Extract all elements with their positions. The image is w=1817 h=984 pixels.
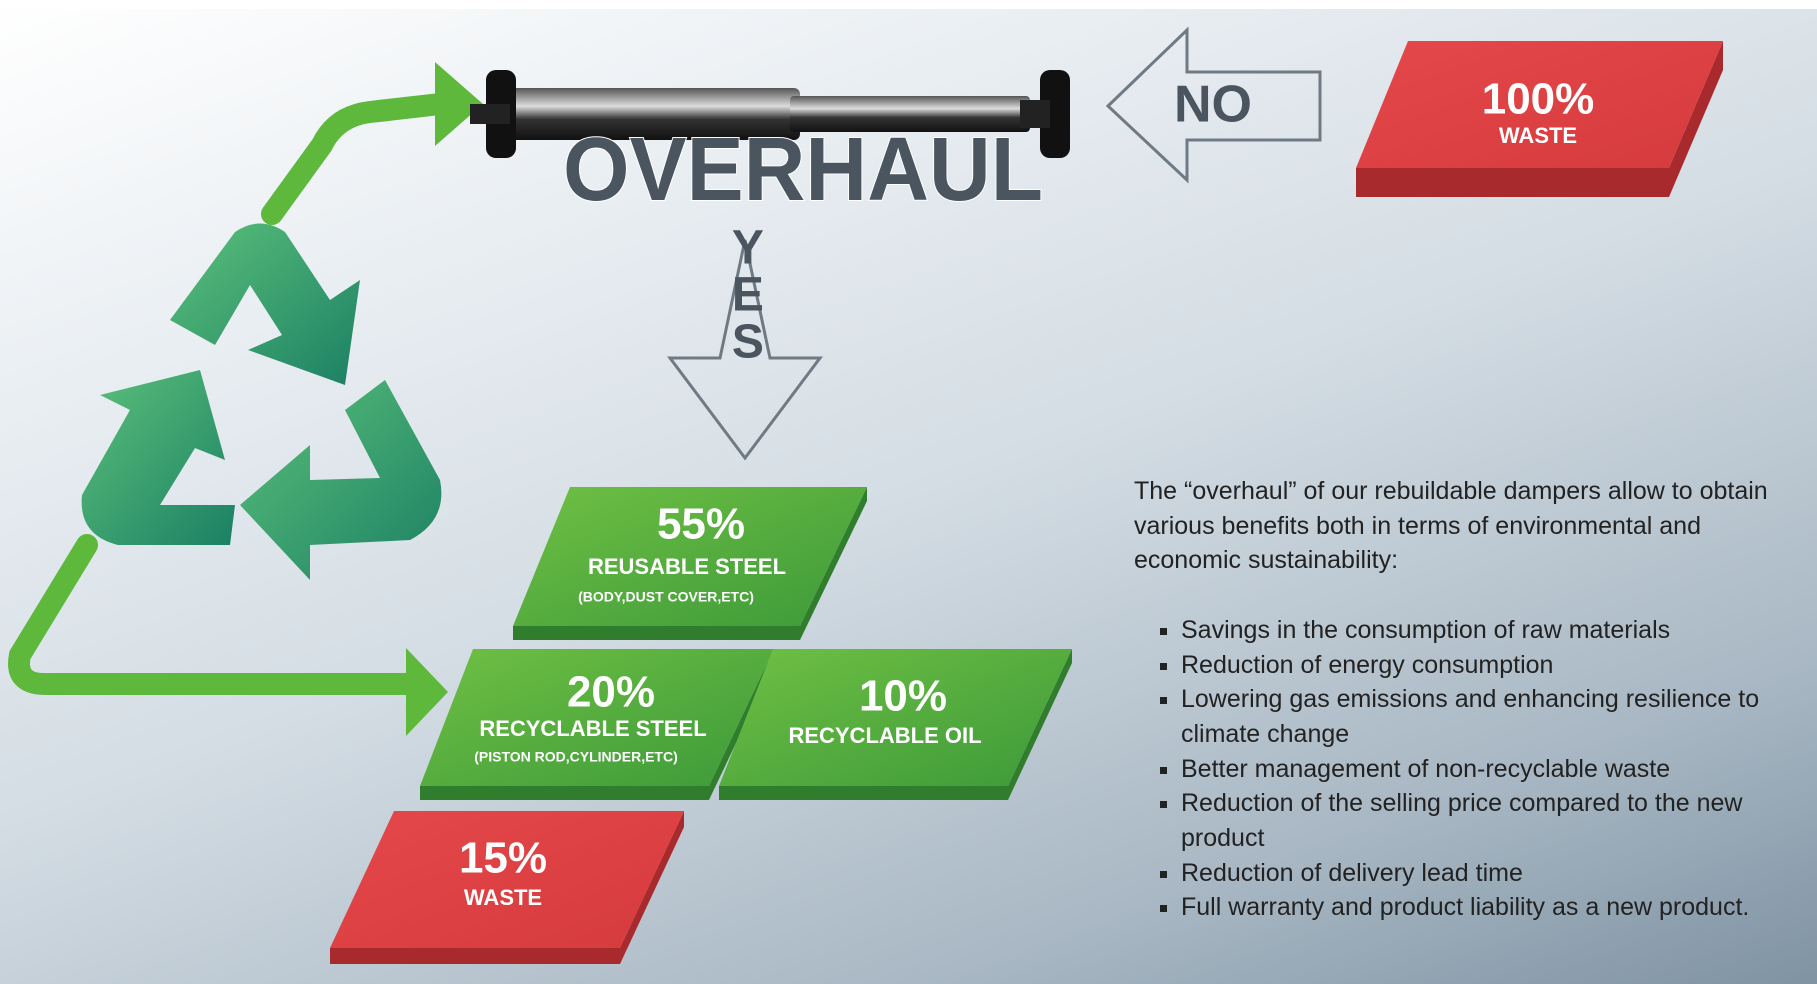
slab [420,786,709,800]
slab [330,948,620,964]
slab [1356,168,1669,197]
percent: 20% [567,668,655,717]
label: RECYCLABLE OIL [788,723,981,748]
no-label: NO [1174,76,1252,134]
arrow-head [406,648,448,736]
benefit-list: Savings in the consumption of raw materi… [1134,613,1774,925]
title: OVERHAUL [563,120,1043,220]
label: WASTE [1499,123,1577,148]
percent: 15% [459,834,547,883]
intro: The “overhaul” of our rebuildable damper… [1134,474,1774,578]
yes-outcome: 15% WASTE [459,834,547,910]
label: REUSABLE STEEL [588,554,786,579]
percent: 10% [859,672,947,721]
benefit: Reduction of the selling price compared … [1181,786,1774,855]
benefit: Reduction of delivery lead time [1181,856,1774,891]
infographic: OVERHAUL NO YES 100% WASTE 55% REUSABLE … [0,0,1817,984]
arrow-top [272,104,440,214]
recycle-icon [82,224,442,581]
label: WASTE [464,885,542,910]
label: RECYCLABLE STEEL [479,716,706,741]
description: The “overhaul” of our rebuildable damper… [1134,474,1774,925]
benefit: Full warranty and product liability as a… [1181,890,1774,925]
arrow-bottom [19,545,410,684]
detail: (PISTON ROD,CYLINDER,ETC) [474,749,678,765]
benefit: Better management of non-recyclable wast… [1181,752,1774,787]
yes-label: YES [721,222,774,363]
slab [513,626,800,640]
percent: 100% [1482,75,1595,124]
percent: 55% [657,500,745,549]
benefit: Lowering gas emissions and enhancing res… [1181,682,1774,751]
benefit: Reduction of energy consumption [1181,648,1774,683]
benefit: Savings in the consumption of raw materi… [1181,613,1774,648]
slab [719,786,1008,800]
detail: (BODY,DUST COVER,ETC) [578,589,754,605]
